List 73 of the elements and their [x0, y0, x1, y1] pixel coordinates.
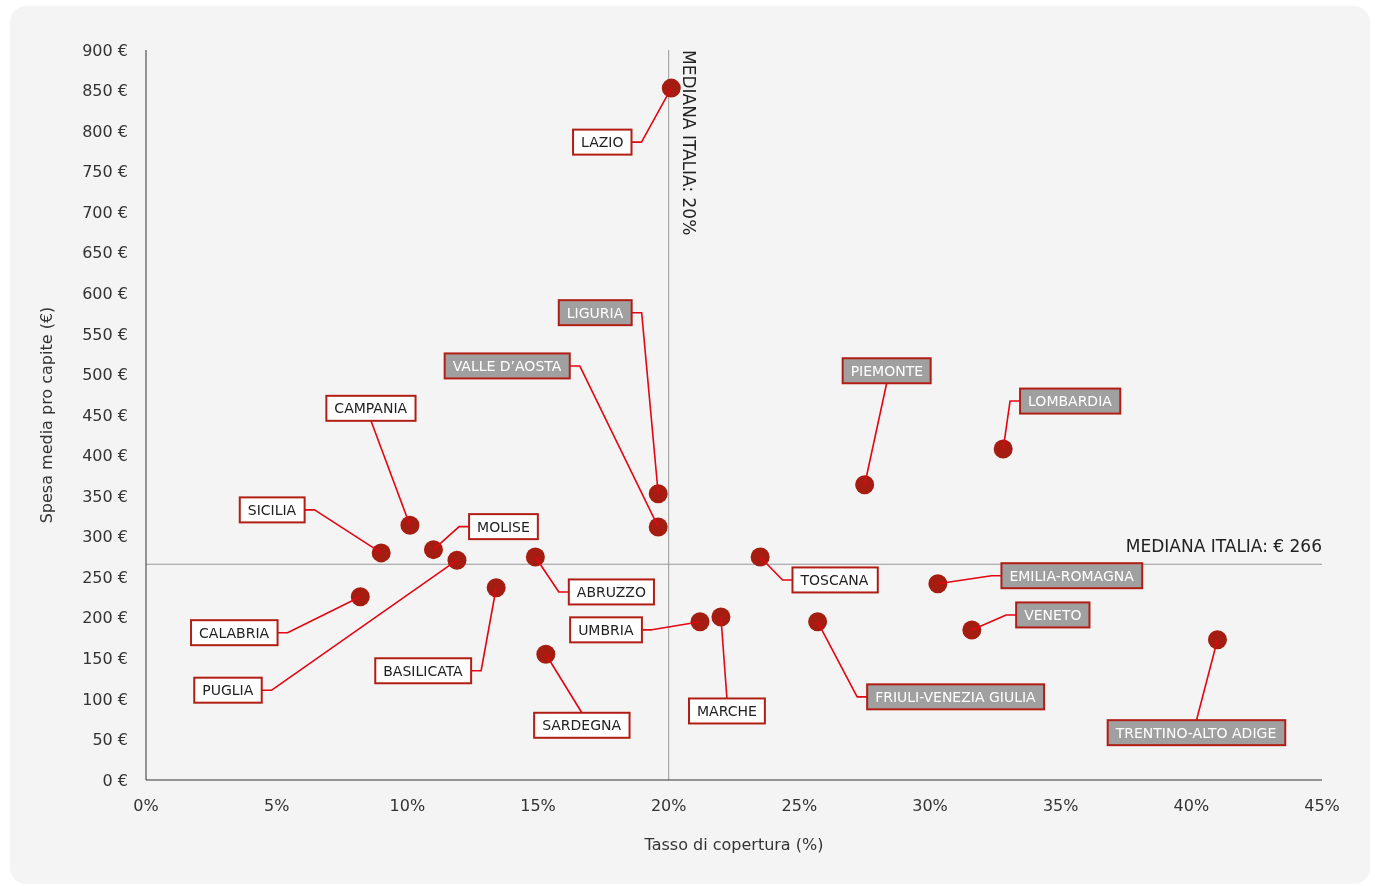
point: [486, 578, 506, 598]
ref-line-label: MEDIANA ITALIA: € 266: [1125, 536, 1322, 557]
x-tick-label: 40%: [1173, 796, 1210, 816]
x-tick-label: 30%: [912, 796, 948, 816]
point: [423, 540, 443, 560]
annotation: PIEMONTE: [850, 362, 924, 379]
point: [371, 543, 391, 563]
annotation: EMILIA-ROMAGNA: [1009, 567, 1135, 584]
point: [993, 439, 1013, 459]
x-tick-label: 20%: [650, 796, 687, 816]
point: [350, 587, 370, 607]
annotation: LOMBARDIA: [1028, 393, 1113, 410]
y-tick-label: 850 €: [82, 81, 128, 101]
x-tick-label: 45%: [1304, 796, 1340, 816]
y-tick-label: 650 €: [82, 243, 128, 263]
annotation: CALABRIA: [199, 624, 270, 641]
y-tick-label: 50 €: [92, 730, 128, 750]
point: [661, 78, 681, 98]
annotation: PUGLIA: [202, 682, 254, 699]
y-axis-title: Spesa media pro capite (€): [36, 306, 56, 524]
point: [1207, 630, 1227, 650]
y-tick-label: 100 €: [82, 689, 128, 709]
y-tick-label: 400 €: [82, 446, 128, 466]
y-tick-label: 500 €: [82, 365, 128, 385]
y-tick-label: 150 €: [82, 649, 128, 669]
y-tick-label: 0 €: [102, 770, 128, 790]
x-tick-label: 5%: [263, 796, 290, 816]
y-tick-label: 700 €: [82, 202, 128, 222]
point: [690, 612, 710, 632]
annotation: LIGURIA: [566, 304, 624, 321]
y-tick-label: 750 €: [82, 162, 128, 182]
point: [525, 547, 545, 567]
x-axis-title: Tasso di copertura (%): [643, 835, 824, 854]
y-tick-label: 300 €: [82, 527, 128, 547]
annotation: TOSCANA: [799, 571, 869, 588]
x-tick-label: 0%: [133, 796, 159, 816]
point: [447, 550, 467, 570]
point: [648, 517, 668, 537]
ref-line-label: MEDIANA ITALIA: 20%: [678, 50, 699, 236]
annotation: SARDEGNA: [542, 717, 622, 734]
point: [536, 644, 556, 664]
annotation: BASILICATA: [383, 662, 464, 679]
x-tick-label: 15%: [520, 796, 556, 816]
y-tick-label: 800 €: [82, 121, 128, 141]
annotation: LAZIO: [581, 134, 624, 151]
point: [855, 475, 875, 495]
point: [808, 612, 828, 632]
annotation: SICILIA: [247, 501, 297, 518]
annotation: MARCHE: [697, 702, 757, 719]
point: [750, 547, 770, 567]
point: [928, 574, 948, 594]
y-tick-label: 550 €: [82, 324, 128, 344]
y-tick-label: 250 €: [82, 567, 128, 587]
y-tick-label: 350 €: [82, 486, 128, 506]
point: [711, 607, 731, 627]
x-tick-label: 25%: [781, 796, 818, 816]
annotation: VALLE D’AOSTA: [452, 357, 562, 374]
x-tick-label: 35%: [1042, 796, 1079, 816]
y-tick-label: 900 €: [82, 40, 128, 60]
annotation: FRIULI-VENEZIA GIULIA: [875, 688, 1037, 705]
annotation: ABRUZZO: [576, 583, 646, 600]
annotation: MOLISE: [477, 518, 530, 535]
annotation: UMBRIA: [578, 621, 634, 638]
annotation: CAMPANIA: [334, 400, 408, 417]
annotation: VENETO: [1024, 606, 1082, 623]
x-tick-label: 10%: [389, 796, 426, 816]
y-tick-label: 200 €: [82, 608, 128, 628]
point: [400, 515, 420, 535]
point: [648, 484, 668, 504]
point: [962, 620, 982, 640]
y-tick-label: 600 €: [82, 284, 128, 304]
y-tick-label: 450 €: [82, 405, 128, 425]
annotation: TRENTINO-ALTO ADIGE: [1114, 724, 1277, 741]
